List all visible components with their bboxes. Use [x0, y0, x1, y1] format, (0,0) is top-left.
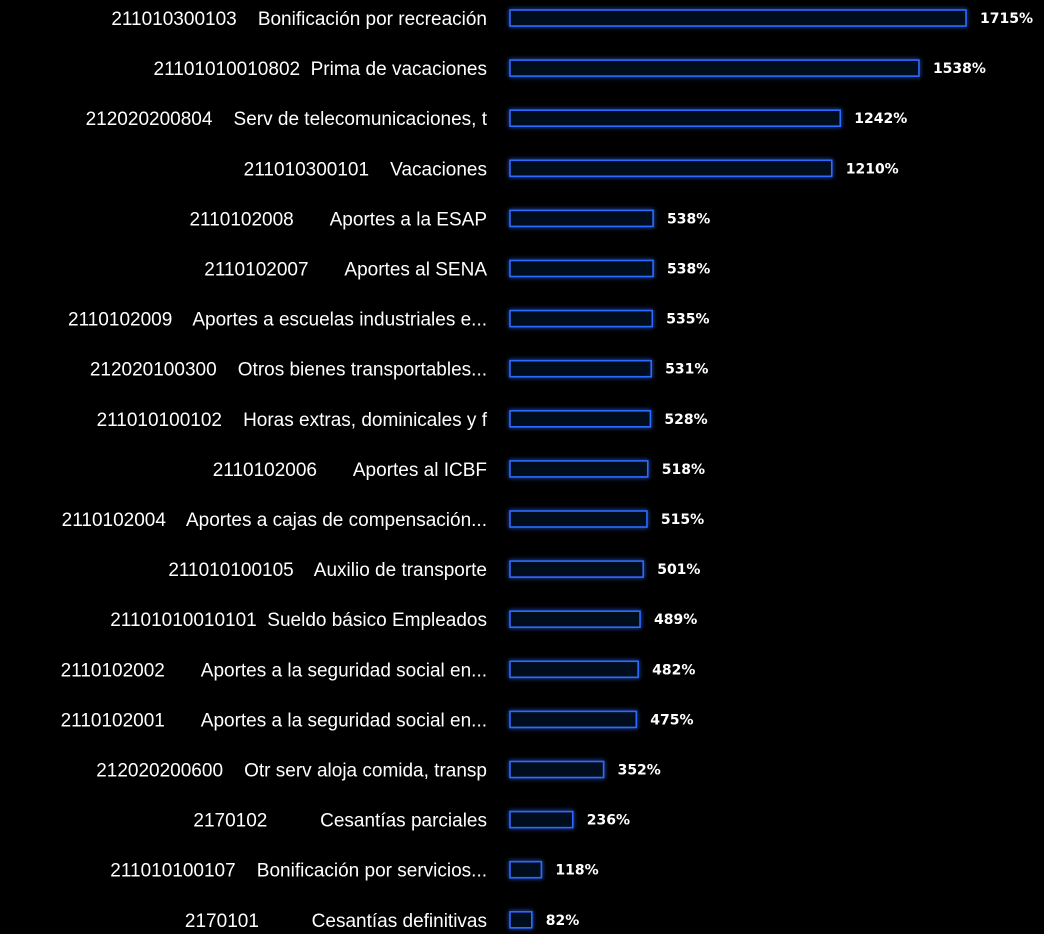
category-label: 21101010010101 Sueldo básico Empleados [110, 610, 487, 631]
value-label: 1715% [980, 11, 1033, 27]
bar [509, 109, 842, 127]
bar [509, 710, 638, 729]
category-label: 211010300103 Bonificación por recreación [111, 9, 487, 30]
value-label: 352% [618, 763, 661, 779]
category-label: 2110102001 Aportes a la seguridad social… [61, 710, 487, 731]
value-label: 531% [665, 362, 708, 378]
bar [509, 409, 652, 428]
bar [509, 810, 574, 829]
bar [509, 910, 533, 929]
value-labels: 1715% 1538% 1242% 1210% 538% 538% 535% 531% 528%… [546, 11, 1033, 929]
bar [509, 760, 605, 779]
category-labels: 211010300103 Bonificación por recreación… [61, 9, 488, 932]
bar [509, 860, 543, 879]
category-label: 212020200804 Serv de telecomunicaciones,… [86, 109, 488, 130]
value-label: 1538% [933, 61, 986, 77]
bar [509, 510, 648, 528]
bar [509, 610, 641, 629]
category-label: 2170101 Cesantías definitivas [185, 911, 487, 932]
value-label: 518% [662, 462, 705, 478]
category-label: 211010100107 Bonificación por servicios.… [110, 861, 487, 882]
category-label: 2110102009 Aportes a escuelas industrial… [68, 310, 487, 331]
value-label: 489% [654, 612, 697, 628]
value-label: 538% [667, 211, 710, 227]
category-label: 212020100300 Otros bienes transportables… [90, 360, 487, 381]
bar [509, 159, 833, 178]
value-label: 528% [664, 412, 707, 428]
value-label: 1210% [846, 161, 899, 177]
bar [509, 9, 967, 27]
category-label: 2110102002 Aportes a la seguridad social… [61, 660, 487, 681]
category-label: 212020200600 Otr serv aloja comida, tran… [96, 761, 487, 782]
category-label: 211010300101 Vacaciones [244, 159, 487, 180]
category-label: 211010100105 Auxilio de transporte [168, 560, 487, 581]
value-label: 475% [650, 712, 693, 728]
value-label: 236% [587, 813, 630, 829]
bar [509, 59, 920, 77]
bar [509, 209, 654, 228]
bar [509, 560, 645, 578]
bar [509, 309, 654, 328]
value-label: 515% [661, 512, 704, 528]
value-label: 1242% [854, 111, 907, 127]
category-label: 2110102007 Aportes al SENA [204, 260, 487, 281]
category-label: 2110102004 Aportes a cajas de compensaci… [62, 510, 487, 531]
value-label: 538% [667, 262, 710, 278]
category-label: 211010100102 Horas extras, dominicales y… [97, 410, 488, 431]
bars-layer [509, 9, 967, 929]
category-label: 21101010010802 Prima de vacaciones [154, 59, 487, 80]
value-label: 118% [555, 863, 598, 879]
category-label: 2170102 Cesantías parciales [193, 811, 487, 832]
category-label: 2110102008 Aportes a la ESAP [189, 209, 487, 230]
bar [509, 660, 639, 679]
bar [509, 359, 652, 378]
value-label: 501% [657, 562, 700, 578]
bar [509, 460, 649, 478]
value-label: 482% [652, 662, 695, 678]
value-label: 82% [546, 913, 580, 929]
bar [509, 259, 654, 278]
category-label: 2110102006 Aportes al ICBF [213, 460, 487, 481]
value-label: 535% [666, 312, 709, 328]
